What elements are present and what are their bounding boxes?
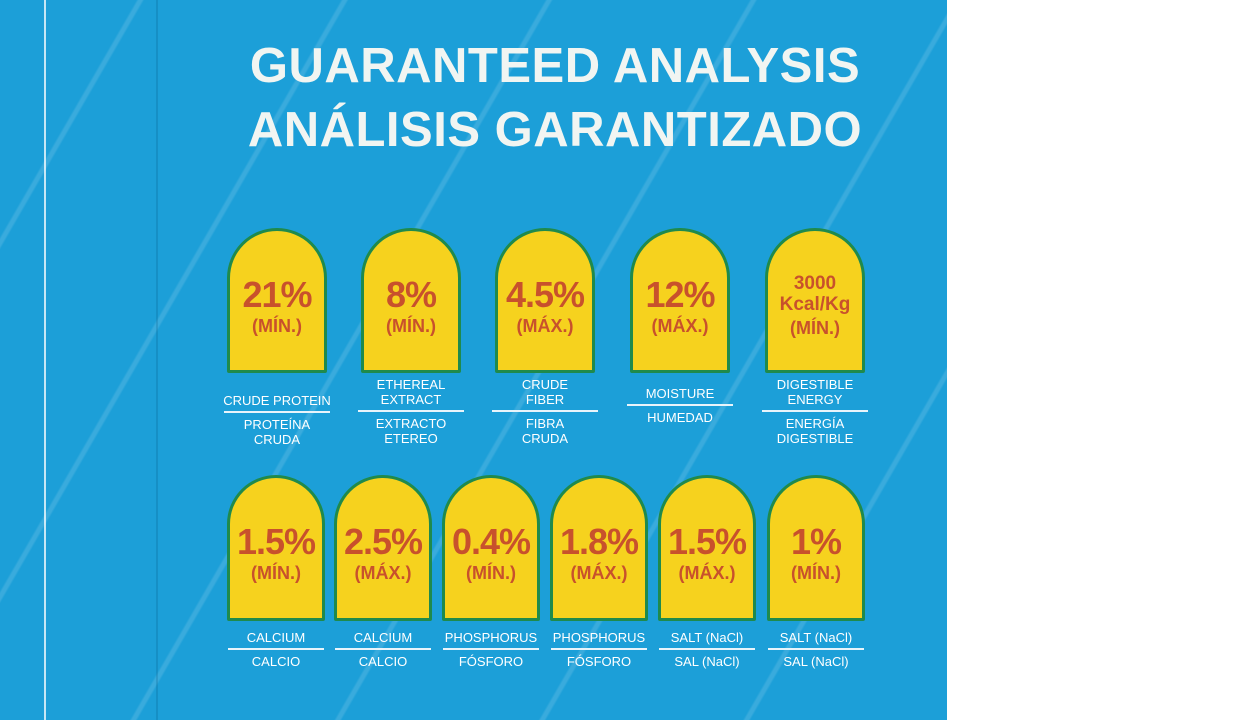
badge-qualifier: (MÁX.) — [516, 315, 574, 336]
label-english: CALCIUM — [246, 630, 306, 645]
badge-qualifier: (MÍN.) — [252, 315, 302, 336]
badge-value: 12% — [645, 273, 715, 315]
badge-qualifier: (MÍN.) — [386, 315, 436, 336]
badge-salt-max: 1.5% (MÁX.) — [658, 475, 756, 621]
label-english: CALCIUM — [353, 630, 413, 645]
label-phosphorus-min: PHOSPHORUS FÓSFORO — [436, 630, 546, 669]
badge-value: 1% — [790, 521, 842, 563]
title-spanish: ANÁLISIS GARANTIZADO — [247, 103, 863, 157]
badge-value: 1.5% — [236, 521, 316, 563]
badge-qualifier: (MÁX.) — [678, 563, 736, 584]
badge-value: 1.5% — [667, 521, 747, 563]
label-divider — [550, 648, 648, 650]
label-english: DIGESTIBLE ENERGY — [776, 377, 854, 407]
label-digestible-energy: DIGESTIBLE ENERGY ENERGÍA DIGESTIBLE — [755, 377, 875, 446]
label-english: SALT (NaCl) — [670, 630, 744, 645]
label-english: PHOSPHORUS — [444, 630, 538, 645]
label-moisture: MOISTURE HUMEDAD — [620, 377, 740, 425]
badge-qualifier: (MÁX.) — [651, 315, 709, 336]
label-divider — [358, 410, 464, 412]
label-salt-min: SALT (NaCl) SAL (NaCl) — [761, 630, 871, 669]
label-divider — [762, 410, 868, 412]
guaranteed-analysis-panel: GUARANTEED ANALYSIS ANÁLISIS GARANTIZADO… — [0, 0, 947, 720]
badge-qualifier: (MÍN.) — [251, 563, 301, 584]
label-calcium-max: CALCIUM CALCIO — [328, 630, 438, 669]
label-calcium-min: CALCIUM CALCIO — [221, 630, 331, 669]
badge-qualifier: (MÍN.) — [791, 563, 841, 584]
badge-crude-protein: 21% (MÍN.) — [227, 228, 327, 373]
badge-digestible-energy: 3000 Kcal/Kg (MÍN.) — [765, 228, 865, 373]
badge-qualifier: (MÍN.) — [790, 317, 840, 338]
badge-calcium-max: 2.5% (MÁX.) — [334, 475, 432, 621]
label-english: CRUDE FIBER — [521, 377, 569, 407]
badge-value: 4.5% — [505, 273, 585, 315]
label-divider — [227, 648, 325, 650]
label-english: MOISTURE — [645, 386, 715, 401]
label-spanish: CALCIO — [251, 654, 301, 669]
badge-value: 21% — [242, 273, 312, 315]
label-spanish: FÓSFORO — [458, 654, 524, 669]
label-crude-fiber: CRUDE FIBER FIBRA CRUDA — [485, 377, 605, 446]
badge-calcium-min: 1.5% (MÍN.) — [227, 475, 325, 621]
label-divider — [627, 404, 733, 406]
badge-value: 2.5% — [343, 521, 423, 563]
label-divider — [224, 411, 330, 413]
label-english: ETHEREAL EXTRACT — [376, 377, 446, 407]
badge-qualifier: (MÁX.) — [570, 563, 628, 584]
label-spanish: SAL (NaCl) — [674, 654, 740, 669]
label-divider — [334, 648, 432, 650]
label-english: SALT (NaCl) — [779, 630, 853, 645]
label-spanish: EXTRACTO ETEREO — [375, 416, 447, 446]
badge-value: 1.8% — [559, 521, 639, 563]
label-divider — [767, 648, 865, 650]
label-divider — [492, 410, 598, 412]
label-spanish: ENERGÍA DIGESTIBLE — [776, 416, 854, 446]
label-spanish: FIBRA CRUDA — [521, 416, 569, 446]
label-english: PHOSPHORUS — [552, 630, 646, 645]
label-spanish: CALCIO — [358, 654, 408, 669]
badge-ethereal-extract: 8% (MÍN.) — [361, 228, 461, 373]
package-fold-shadow — [156, 0, 158, 720]
label-spanish: FÓSFORO — [566, 654, 632, 669]
label-salt-max: SALT (NaCl) SAL (NaCl) — [652, 630, 762, 669]
label-english: CRUDE PROTEIN — [223, 393, 331, 408]
badge-phosphorus-min: 0.4% (MÍN.) — [442, 475, 540, 621]
badge-salt-min: 1% (MÍN.) — [767, 475, 865, 621]
badge-value: 8% — [385, 273, 437, 315]
title-english: GUARANTEED ANALYSIS — [249, 39, 861, 93]
package-fold-line — [44, 0, 46, 720]
badge-phosphorus-max: 1.8% (MÁX.) — [550, 475, 648, 621]
label-divider — [658, 648, 756, 650]
badge-qualifier: (MÍN.) — [466, 563, 516, 584]
label-crude-protein: CRUDE PROTEIN PROTEÍNA CRUDA — [217, 377, 337, 447]
badge-value: 0.4% — [451, 521, 531, 563]
label-phosphorus-max: PHOSPHORUS FÓSFORO — [544, 630, 654, 669]
badge-moisture: 12% (MÁX.) — [630, 228, 730, 373]
badge-qualifier: (MÁX.) — [354, 563, 412, 584]
label-spanish: SAL (NaCl) — [783, 654, 849, 669]
badge-crude-fiber: 4.5% (MÁX.) — [495, 228, 595, 373]
label-spanish: HUMEDAD — [647, 410, 713, 425]
badge-value: 3000 Kcal/Kg — [779, 272, 851, 315]
label-divider — [442, 648, 540, 650]
label-ethereal-extract: ETHEREAL EXTRACT EXTRACTO ETEREO — [351, 377, 471, 446]
label-spanish: PROTEÍNA CRUDA — [243, 417, 311, 447]
